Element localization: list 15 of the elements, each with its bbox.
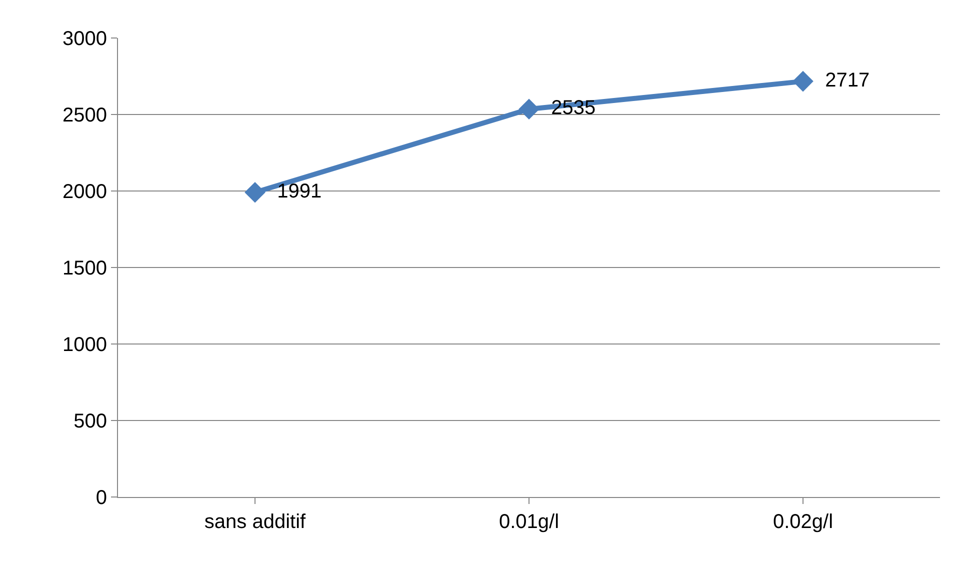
y-tick-label: 500 — [74, 410, 107, 432]
x-tick-label: sans additif — [204, 511, 306, 533]
point — [244, 182, 266, 203]
point — [518, 98, 540, 120]
data-label: 1991 — [266, 180, 322, 202]
x-tick-label: 0.02g/l — [772, 511, 834, 533]
data-label: 2717 — [814, 69, 870, 92]
point — [792, 70, 814, 92]
y-tick-label: 0 — [96, 487, 107, 509]
y-tick-label: 1000 — [62, 334, 107, 356]
y-tick-label: 1500 — [62, 258, 107, 280]
y-tick-label: 2000 — [62, 181, 107, 203]
x-tick-label: 0.01g/l — [498, 511, 560, 533]
y-tick-label: 3000 — [62, 28, 107, 50]
y-tick-label: 2500 — [62, 104, 107, 126]
